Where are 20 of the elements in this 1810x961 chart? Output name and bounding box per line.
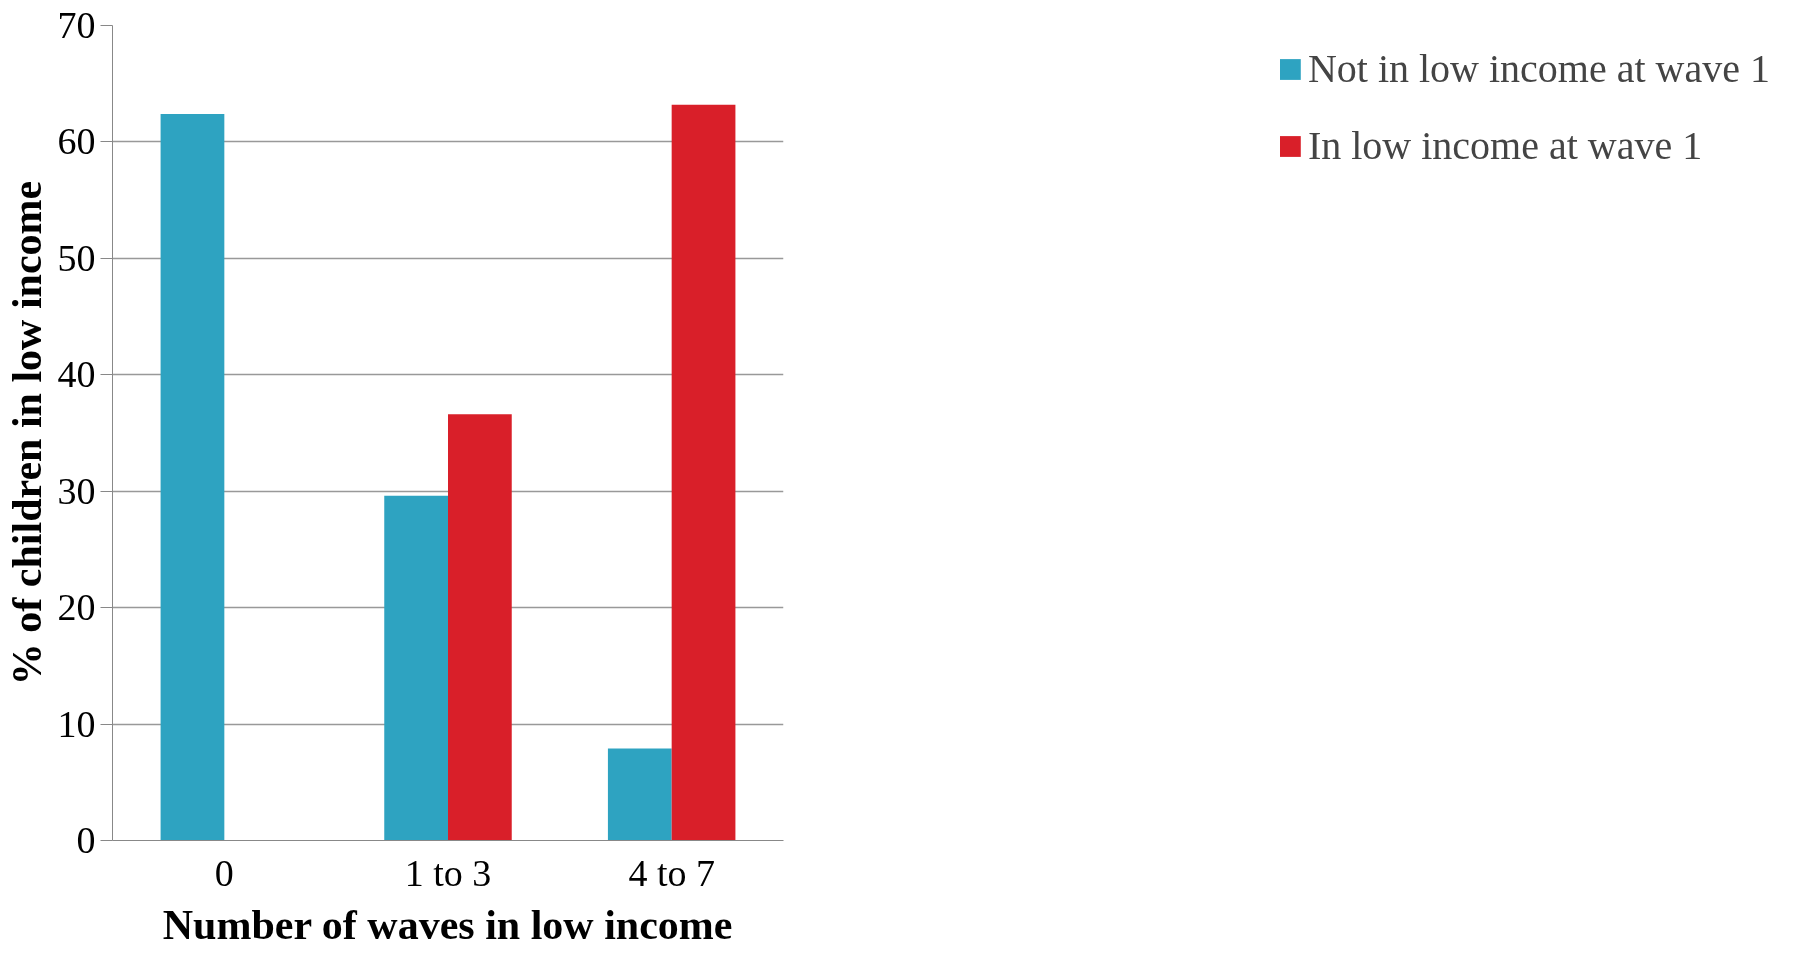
x-axis-title: Number of waves in low income (162, 901, 733, 948)
x-tick-label: 1 to 3 (404, 851, 492, 894)
bar (448, 414, 512, 841)
y-tick-label: 20 (57, 586, 96, 629)
legend-label: Not in low income at wave 1 (1307, 45, 1770, 92)
x-tick-label: 4 to 7 (628, 851, 715, 894)
bar (160, 113, 225, 841)
legend-label: In low income at wave 1 (1307, 122, 1703, 169)
bar (607, 748, 672, 841)
y-tick-label: 70 (57, 4, 96, 46)
y-axis-title: % of children in low income (3, 180, 50, 686)
y-tick-label: 10 (57, 702, 96, 745)
y-tick-label: 30 (57, 469, 96, 512)
bar (384, 495, 448, 841)
y-tick-label: 0 (76, 819, 96, 861)
bar (671, 104, 736, 841)
y-tick-label: 40 (57, 353, 96, 396)
y-tick-label: 60 (57, 120, 96, 163)
x-tick-label: 0 (214, 851, 234, 894)
y-tick-label: 50 (57, 236, 96, 279)
